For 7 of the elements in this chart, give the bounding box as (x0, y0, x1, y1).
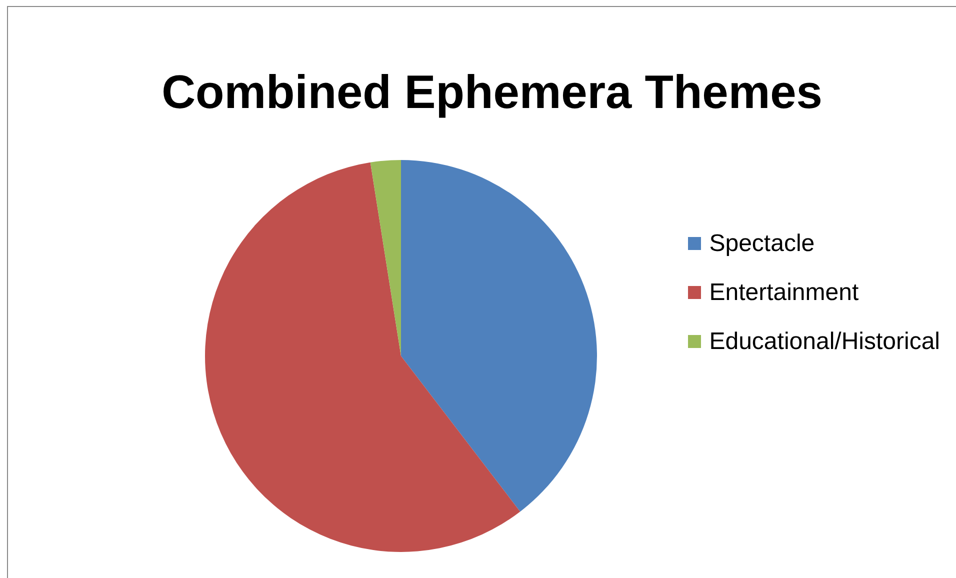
pie-slice (205, 162, 520, 552)
legend-label: Educational/Historical (709, 328, 940, 356)
pie-slice (401, 160, 597, 512)
legend-label: Spectacle (709, 230, 815, 258)
chart-title: Combined Ephemera Themes (160, 64, 824, 119)
legend-label: Entertainment (709, 278, 859, 306)
pie-slice (370, 160, 401, 356)
